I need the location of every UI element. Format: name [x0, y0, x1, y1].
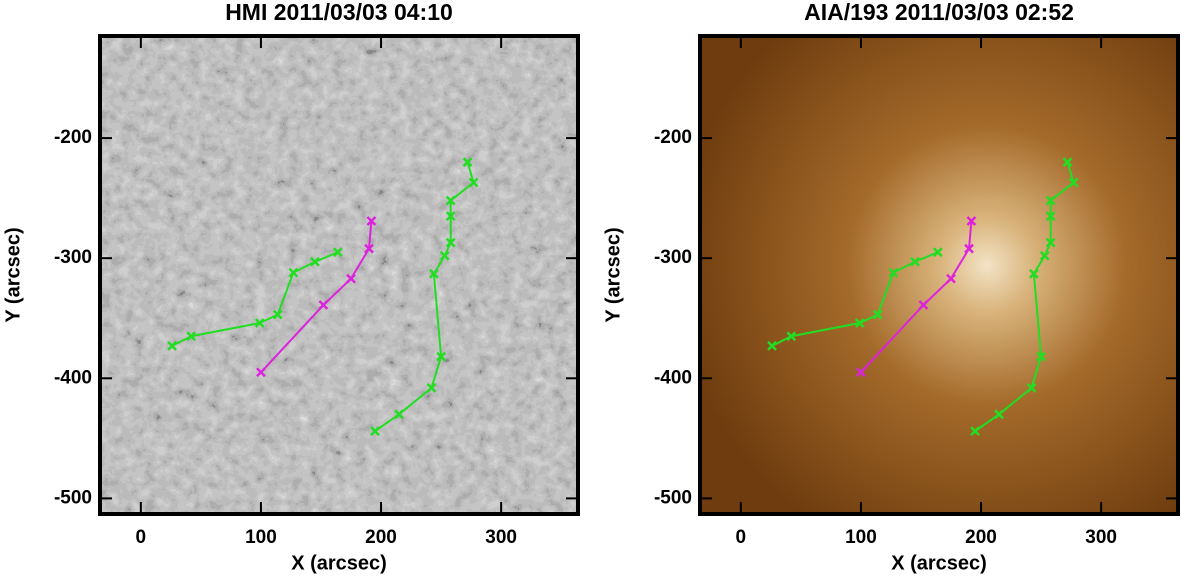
data-marker — [310, 256, 320, 267]
x-tick-label: 0 — [136, 527, 147, 548]
data-marker — [966, 216, 977, 226]
panel: AIA/193 2011/03/03 02:52 X (arcsec) Y (arc… — [602, 0, 1180, 574]
data-marker — [910, 256, 920, 267]
data-marker — [1026, 383, 1037, 393]
x-tick-label: 100 — [845, 527, 877, 548]
panel: HMI 2011/03/03 04:10 X (arcsec) Y (arcsec)… — [2, 0, 580, 574]
y-tick-label: -300 — [54, 247, 92, 268]
data-marker — [468, 177, 479, 188]
data-marker — [1045, 195, 1056, 206]
data-marker — [445, 195, 456, 206]
data-marker — [370, 426, 380, 437]
data-marker — [1045, 211, 1056, 222]
data-marker — [346, 273, 356, 284]
data-marker — [272, 309, 283, 320]
x-tick-label: 200 — [965, 527, 997, 548]
y-tick-label: -200 — [654, 127, 692, 148]
data-marker — [394, 409, 404, 420]
data-marker — [426, 383, 437, 393]
data-marker — [428, 268, 439, 279]
data-marker — [1036, 351, 1046, 362]
data-marker — [1039, 250, 1050, 261]
plot-frame — [98, 34, 580, 516]
chart-title: HMI 2011/03/03 04:10 — [225, 0, 453, 25]
data-marker — [872, 309, 883, 320]
data-marker — [364, 243, 374, 254]
y-axis-label: Y (arcsec) — [602, 227, 624, 322]
image-background — [100, 36, 578, 514]
y-tick-label: -400 — [654, 367, 692, 388]
data-marker — [318, 300, 329, 310]
image-background — [700, 36, 1178, 514]
data-marker — [445, 237, 456, 248]
data-marker — [767, 340, 777, 351]
data-marker — [970, 426, 980, 437]
data-marker — [256, 367, 266, 378]
data-marker — [1068, 177, 1079, 188]
y-axis-label: Y (arcsec) — [2, 227, 24, 322]
data-marker — [186, 331, 197, 342]
data-marker — [964, 243, 974, 254]
x-axis-label: X (arcsec) — [291, 552, 387, 574]
y-tick-label: -300 — [654, 247, 692, 268]
data-marker — [462, 157, 473, 167]
plot-frame — [698, 34, 1180, 516]
data-marker — [888, 267, 899, 278]
data-marker — [366, 216, 377, 226]
data-marker — [288, 267, 299, 278]
data-marker — [436, 351, 446, 362]
x-tick-label: 0 — [736, 527, 747, 548]
y-tick-label: -400 — [54, 367, 92, 388]
y-tick-label: -500 — [54, 487, 92, 508]
x-tick-label: 200 — [365, 527, 397, 548]
x-tick-label: 100 — [245, 527, 277, 548]
data-marker — [856, 367, 866, 378]
data-marker — [167, 340, 177, 351]
data-marker — [918, 300, 929, 310]
x-tick-label: 300 — [1085, 527, 1117, 548]
y-tick-label: -200 — [54, 127, 92, 148]
data-marker — [932, 247, 943, 258]
x-tick-label: 300 — [485, 527, 517, 548]
x-axis-label: X (arcsec) — [891, 552, 987, 574]
y-tick-label: -500 — [654, 487, 692, 508]
data-marker — [946, 273, 956, 284]
chart-title: AIA/193 2011/03/03 02:52 — [804, 0, 1074, 25]
data-marker — [854, 318, 865, 328]
data-marker — [786, 331, 797, 342]
data-marker — [254, 318, 265, 328]
data-marker — [1028, 268, 1039, 279]
data-marker — [439, 250, 450, 261]
data-marker — [1062, 157, 1073, 167]
data-marker — [994, 409, 1004, 420]
data-marker — [1045, 237, 1056, 248]
data-marker — [445, 211, 456, 222]
data-marker — [332, 247, 343, 258]
